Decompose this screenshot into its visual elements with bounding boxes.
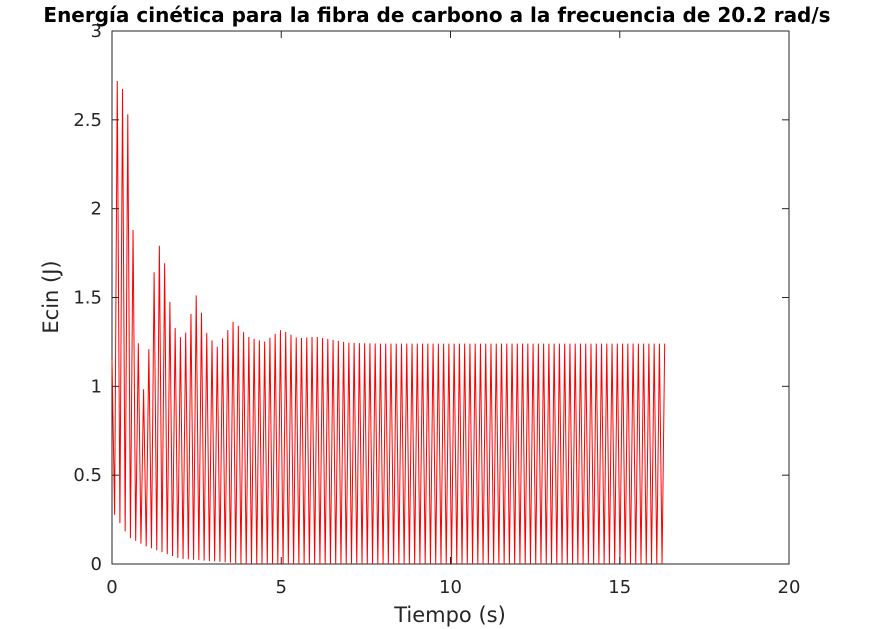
y-axis-label: Ecin (J) (39, 260, 63, 333)
y-tick-label: 3 (91, 21, 102, 42)
y-tick-label: 2 (91, 199, 102, 220)
ticks-layer: 0 5 10 15 20 0 0.5 1 1.5 2 2.5 3 (73, 21, 800, 598)
series-layer (111, 81, 666, 565)
x-axis-label: Tiempo (s) (393, 603, 506, 627)
y-tick-label: 1 (91, 376, 102, 397)
y-tick-label: 2.5 (73, 110, 102, 131)
x-tick-label: 0 (106, 577, 117, 598)
y-tick-label: 0.5 (73, 465, 102, 486)
y-tick-label: 0 (91, 554, 102, 575)
x-tick-label: 10 (439, 577, 462, 598)
x-tick-label: 20 (778, 577, 801, 598)
x-tick-label: 15 (608, 577, 631, 598)
y-tick-label: 1.5 (73, 288, 102, 309)
series-line (111, 81, 666, 565)
chart-title: Energía cinética para la fibra de carbon… (43, 3, 830, 27)
x-tick-label: 5 (276, 577, 287, 598)
